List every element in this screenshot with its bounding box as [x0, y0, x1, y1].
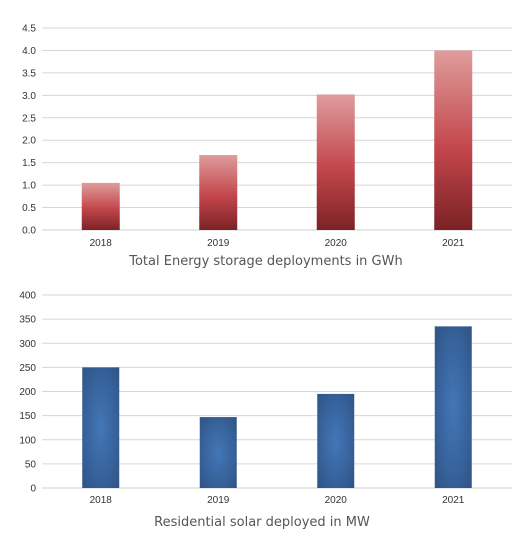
- storage-y-tick-label: 3.5: [22, 68, 36, 79]
- solar-x-tick-label: 2018: [90, 495, 113, 506]
- storage-y-tick-label: 3.0: [22, 91, 36, 102]
- solar-y-tick-label: 150: [19, 411, 36, 422]
- storage-x-tick-label: 2021: [442, 238, 465, 249]
- solar-x-tick-label: 2021: [442, 495, 465, 506]
- storage-y-tick-label: 4.0: [22, 46, 36, 57]
- solar-y-tick-label: 0: [30, 484, 36, 495]
- storage-y-tick-label: 1.5: [22, 158, 36, 169]
- solar-y-tick-label: 250: [19, 363, 36, 374]
- storage-x-tick-label: 2018: [90, 238, 113, 249]
- solar-bar-2019: [199, 417, 237, 488]
- solar-y-tick-label: 350: [19, 315, 36, 326]
- storage-bar-2021: [434, 50, 473, 230]
- energy-storage-chart: 0.0 0.5 1.0 1.5 2.0 2.5 3.0 3.5 4.0 4.5 2018 2019 20…: [22, 24, 512, 249]
- storage-bar-2019: [199, 155, 238, 230]
- storage-y-tick-label: 0.5: [22, 203, 36, 214]
- solar-y-tick-label: 300: [19, 339, 36, 350]
- residential-solar-caption: Residential solar deployed in MW: [154, 515, 370, 530]
- storage-x-tick-label: 2020: [325, 238, 348, 249]
- residential-solar-chart: 0 50 100 150 200 250 300 350 400 2018 2019 2020 2021: [19, 291, 512, 506]
- solar-x-tick-label: 2019: [207, 495, 230, 506]
- storage-y-tick-label: 2.5: [22, 113, 36, 124]
- solar-y-tick-label: 50: [25, 459, 37, 470]
- storage-bar-2018: [81, 182, 120, 230]
- storage-y-tick-label: 4.5: [22, 24, 36, 35]
- solar-y-tick-label: 200: [19, 387, 36, 398]
- solar-y-tick-label: 400: [19, 291, 36, 302]
- solar-bar-2020: [317, 393, 355, 488]
- storage-bar-2020: [316, 94, 355, 231]
- storage-y-tick-label: 1.0: [22, 181, 36, 192]
- storage-y-tick-label: 2.0: [22, 136, 36, 147]
- storage-y-tick-label: 0.0: [22, 226, 36, 237]
- solar-x-tick-label: 2020: [325, 495, 348, 506]
- solar-bar-2018: [82, 367, 120, 488]
- storage-x-tick-label: 2019: [207, 238, 230, 249]
- energy-storage-caption: Total Energy storage deployments in GWh: [128, 254, 402, 269]
- solar-bar-2021: [434, 326, 472, 488]
- solar-y-tick-label: 100: [19, 435, 36, 446]
